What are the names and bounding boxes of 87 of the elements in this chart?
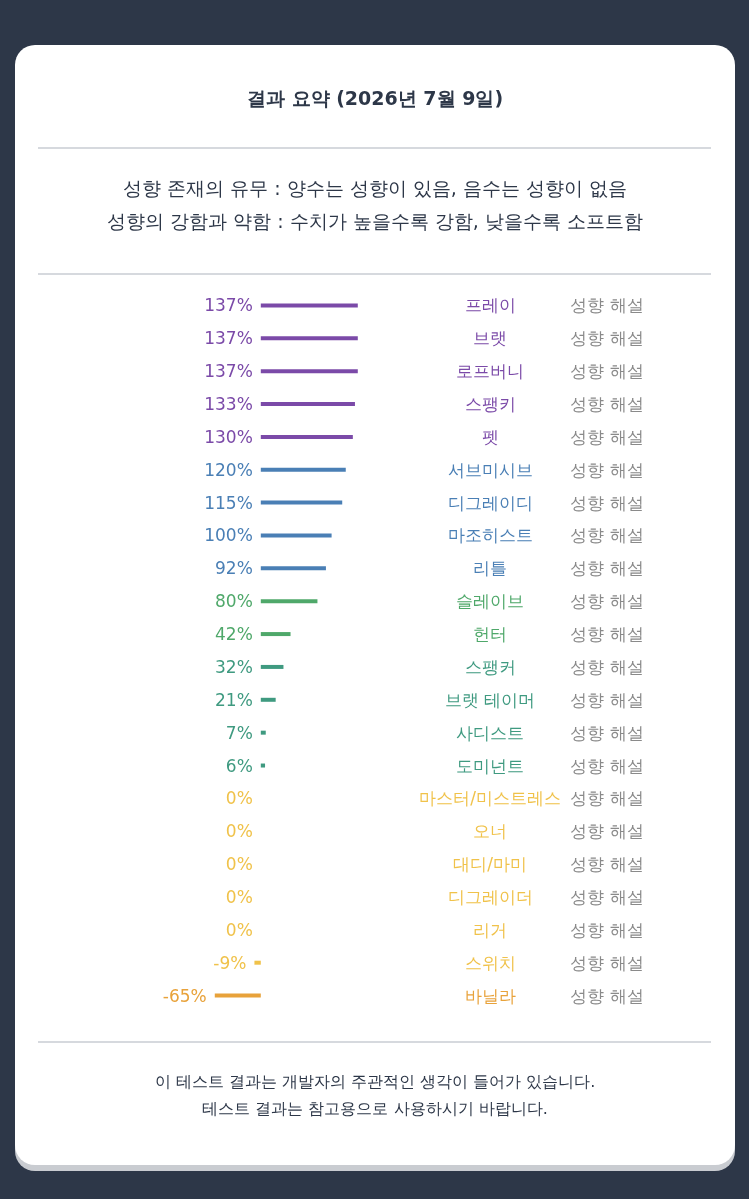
y-tick-label: 사디스트: [456, 722, 524, 743]
bar: [260, 566, 326, 571]
bar: [260, 730, 266, 735]
data-label: 100%: [204, 525, 253, 546]
text: 성향 해설: [570, 558, 644, 579]
text: 성향 해설: [570, 919, 644, 940]
bar: [260, 467, 346, 472]
data-label: 0%: [225, 788, 253, 809]
data-label: -65%: [162, 985, 207, 1006]
bar: [260, 697, 276, 702]
text: 성향 해설: [570, 459, 644, 480]
text: 성향 해설: [570, 722, 644, 743]
text: 성향 해설: [570, 985, 644, 1006]
bar: [260, 402, 355, 407]
data-label: 0%: [225, 821, 253, 842]
y-tick-label: 마스터/미스트레스: [419, 788, 561, 809]
data-label: 115%: [204, 492, 253, 513]
y-tick-label: 대디/마미: [453, 854, 527, 875]
bar: [260, 369, 358, 374]
text: 성향 해설: [570, 525, 644, 546]
text: 성향 해설: [570, 426, 644, 447]
data-label: 0%: [225, 886, 253, 907]
data-label: 0%: [225, 854, 253, 875]
text: 성향 해설: [570, 788, 644, 809]
text: 성향 해설: [570, 492, 644, 513]
y-tick-label: 리거: [473, 919, 507, 940]
y-tick-label: 바닐라: [464, 985, 516, 1006]
text: 성향 해설: [570, 591, 644, 612]
data-label: 80%: [215, 591, 253, 612]
y-tick-label: 프레이: [464, 295, 516, 316]
y-tick-label: 브랫 테이머: [444, 689, 536, 710]
data-label: 137%: [204, 328, 253, 349]
data-label: 130%: [204, 426, 253, 447]
data-label: 7%: [225, 722, 253, 743]
y-tick-label: 디그레이디: [447, 492, 533, 513]
text: 성향 해설: [570, 624, 644, 645]
y-tick-label: 로프버니: [456, 361, 524, 382]
bar: [260, 664, 284, 669]
bar: [260, 336, 358, 341]
bar: [260, 632, 291, 637]
data-label: 137%: [204, 361, 253, 382]
data-label: 120%: [204, 459, 253, 480]
y-tick-label: 펫: [481, 426, 499, 447]
data-label: 133%: [204, 394, 253, 415]
bar: [254, 960, 261, 965]
y-tick-label: 리틀: [473, 558, 507, 579]
text: 성향 해설: [570, 854, 644, 875]
text: 성향 해설: [570, 328, 644, 349]
text: 성향 해설: [570, 689, 644, 710]
y-tick-label: 스위치: [464, 952, 516, 973]
data-label: 6%: [225, 755, 253, 776]
data-label: -9%: [213, 952, 247, 973]
y-tick-label: 디그레이더: [447, 886, 533, 907]
data-label: 0%: [225, 919, 253, 940]
y-tick-label: 스팽커: [464, 656, 516, 677]
data-label: 32%: [215, 656, 253, 677]
bar: [260, 599, 318, 604]
bar: [260, 434, 353, 439]
text: 성향 해설: [570, 886, 644, 907]
y-tick-label: 서브미시브: [447, 459, 533, 480]
y-tick-label: 스팽키: [464, 394, 516, 415]
data-label: 92%: [215, 558, 253, 579]
text: 성향 해설: [570, 361, 644, 382]
chart-title: 결과 요약 (2026년 7월 9일): [245, 86, 505, 111]
text: 성향 해설: [570, 656, 644, 677]
bar: [260, 500, 343, 505]
data-label: 42%: [215, 624, 253, 645]
bar: [214, 993, 261, 998]
bar: [260, 303, 358, 308]
y-tick-label: 헌터: [473, 624, 507, 645]
y-tick-label: 브랫: [473, 328, 507, 349]
bar: [260, 533, 332, 538]
text: 성향 해설: [570, 295, 644, 316]
y-tick-label: 마조히스트: [447, 525, 533, 546]
data-label: 137%: [204, 295, 253, 316]
y-tick-label: 오너: [473, 821, 507, 842]
text: 성향 해설: [570, 394, 644, 415]
chart-subtitle: 성향 존재의 유무 : 양수는 성향이 있음, 음수는 성향이 없음 성향의 강함과 약함 : 수치가 높을수록 강함, 낮을수록 소프트함: [106, 176, 644, 234]
y-tick-label: 슬레이브: [456, 591, 524, 612]
data-label: 21%: [215, 689, 253, 710]
y-tick-label: 도미넌트: [456, 755, 524, 776]
text: 성향 해설: [570, 821, 644, 842]
bar: [260, 763, 266, 768]
text: 이 테스트 결과는 개발자의 주관적인 생각이 들어가 있습니다.: [153, 1071, 597, 1093]
text: 테스트 결과는 참고용으로 사용하시기 바랍니다.: [201, 1098, 549, 1120]
text: 성향 해설: [570, 755, 644, 776]
text: 성향 해설: [570, 952, 644, 973]
